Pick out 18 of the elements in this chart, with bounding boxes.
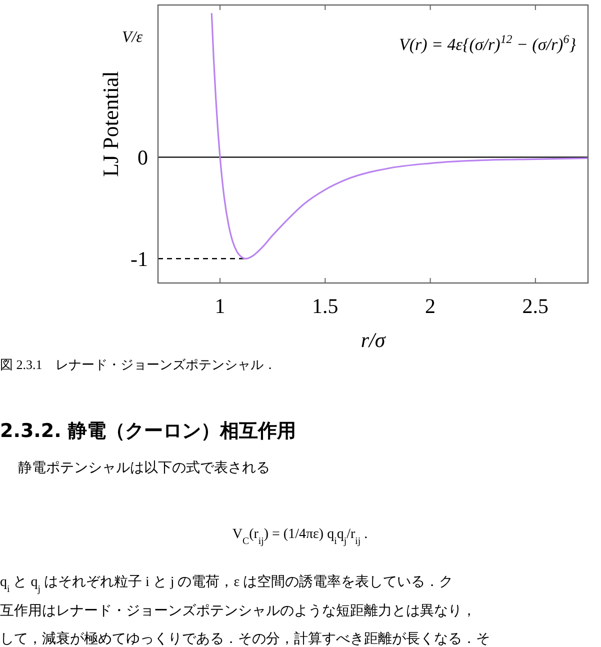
y-axis-title: LJ Potential bbox=[98, 71, 123, 177]
text: して，減衰が極めてゆっくりである．その分，計算すべき距離が長くなる．そ bbox=[0, 631, 490, 647]
line-series bbox=[210, 12, 588, 260]
text: V/ε bbox=[122, 29, 144, 46]
x-tick-label: 2 bbox=[425, 294, 436, 318]
y-tick-label: -1 bbox=[130, 247, 148, 271]
text: 静電ポテンシャルは以下の式で表される bbox=[18, 460, 270, 476]
x-tick-label: 1 bbox=[214, 294, 226, 318]
x-tick-label: 2.5 bbox=[522, 294, 549, 318]
text: 互作用はレナード・ジョーンズポテンシャルのような短距離力とは異なり， bbox=[0, 603, 476, 619]
annotation: V(r) = 4ε{(σ/r)$^{12}$ − (σ/r)$^{6}$} bbox=[398, 32, 576, 54]
text: q$_{i}$ と q$_{j}$ はそれぞれ粒子 i と j の電荷，ε は空間の誘電率を表している．ク bbox=[0, 574, 454, 594]
y-tick-label: 0 bbox=[138, 146, 148, 170]
x-tick-label: 1.5 bbox=[312, 294, 338, 318]
x-axis-title: r/σ bbox=[360, 328, 387, 352]
text: V$_{C}$(r$_{ij}$) = (1/4πε) q$_{i}$q$_{j}$/r$_{ij}$ . bbox=[232, 527, 368, 546]
caption: 図 2.3.1 レナード・ジョーンズポテンシャル． bbox=[0, 357, 276, 372]
text: 2.3.2. 静電（クーロン）相互作用 bbox=[0, 420, 296, 442]
